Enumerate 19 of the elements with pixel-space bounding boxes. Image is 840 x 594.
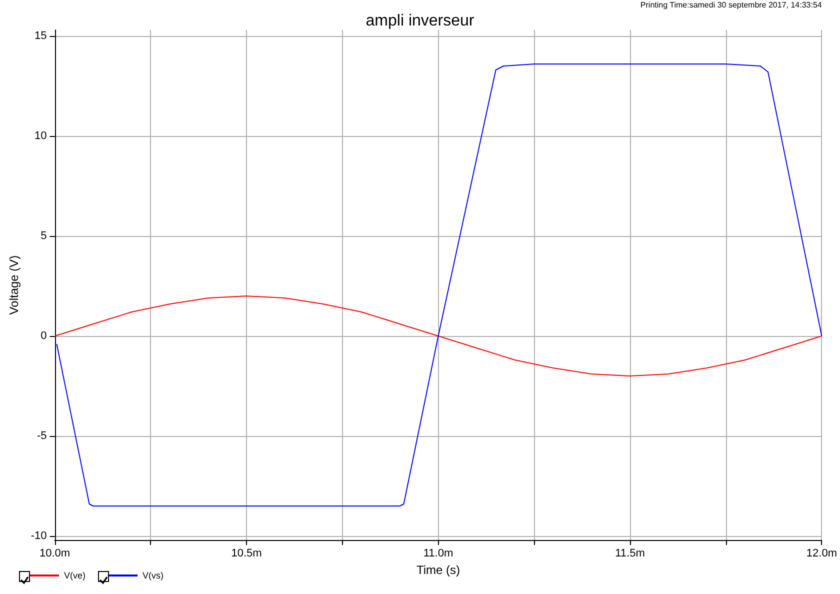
x-tick-label: 10.5m [231,548,262,560]
y-tick-label: 10 [34,130,47,142]
x-tick-label: 12.0m [806,548,838,560]
line-series [56,64,822,506]
chart-title: ampli inverseur [366,12,475,30]
legend-label: V(vs) [142,570,164,580]
y-tick-label: 5 [40,230,47,242]
x-tick-label: 11.0m [423,548,454,560]
y-tick-label: -10 [30,530,47,542]
y-tick-label: -5 [37,430,47,442]
y-axis-title: Voltage (V) [7,255,21,315]
y-tick-label: 0 [40,330,47,342]
text: Printing Time:samedi 30 septembre 2017, 14:33:54 [640,0,822,10]
line-series [54,296,822,376]
x-axis-title: Time (s) [416,562,460,577]
x-tick-label: 11.5m [615,548,645,560]
legend-label: V(ve) [64,570,86,580]
x-tick-label: 10.0m [40,548,70,560]
y-tick-label: 15 [34,30,47,42]
